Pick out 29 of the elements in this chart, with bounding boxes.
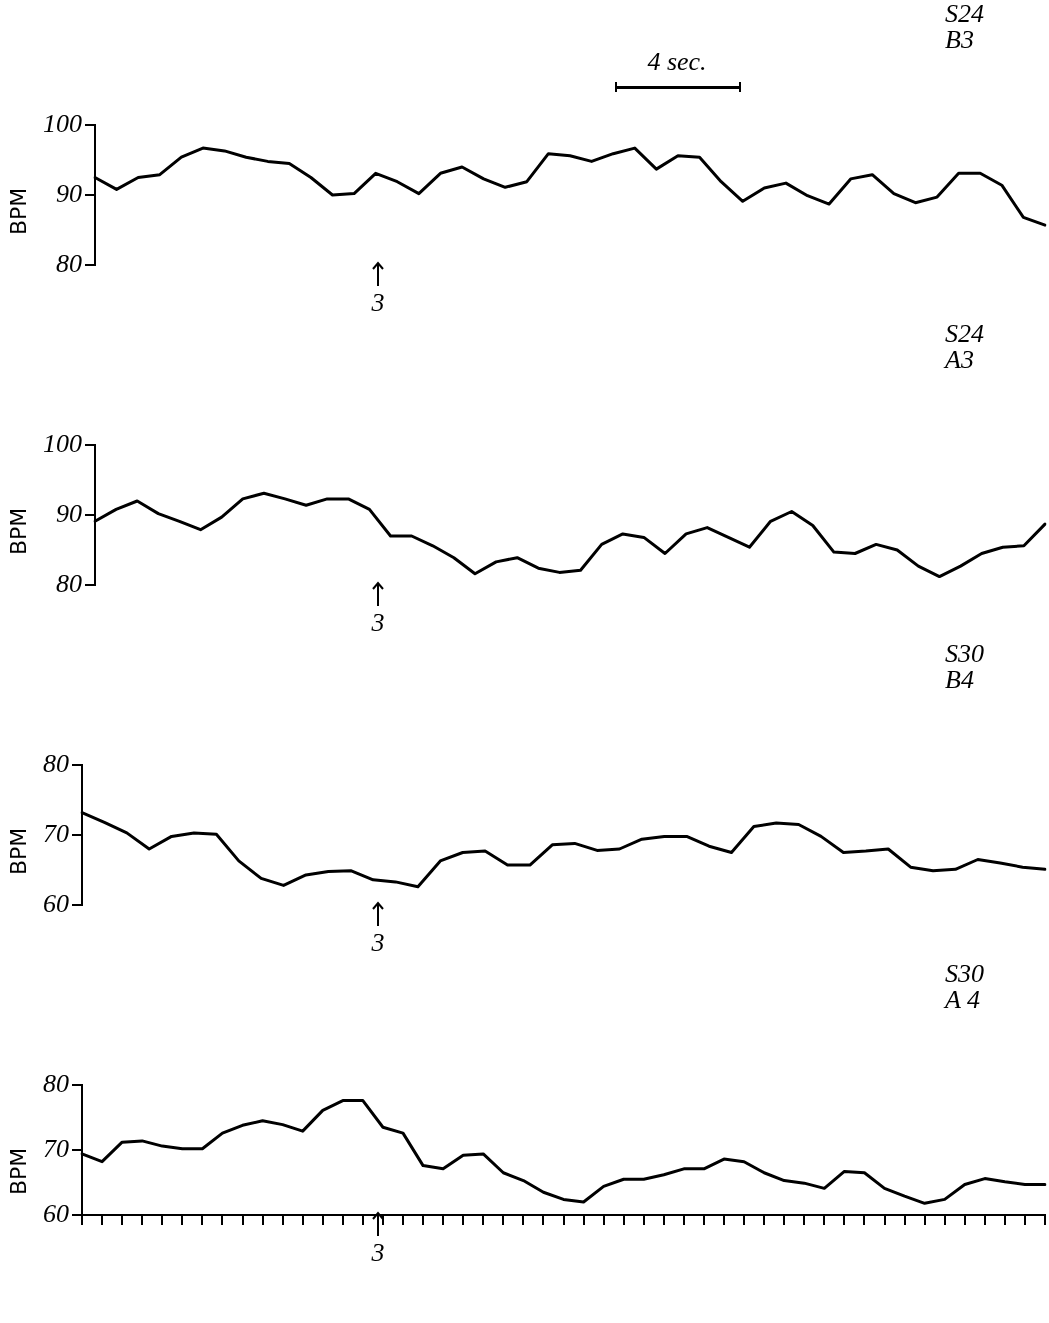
- text: S24: [945, 0, 984, 28]
- y-tick-label: 80: [43, 1068, 69, 1098]
- text: B3: [945, 25, 974, 54]
- y-tick-label: 80: [56, 248, 82, 278]
- y-tick-label: 90: [56, 498, 82, 528]
- y-tick-label: 60: [43, 1198, 69, 1228]
- text: A 4: [943, 985, 980, 1014]
- text: 3: [370, 288, 385, 317]
- text: S30: [945, 959, 984, 988]
- text: 3: [370, 608, 385, 637]
- text: S30: [945, 639, 984, 668]
- y-tick-label: 70: [43, 1133, 69, 1163]
- y-tick-label: 80: [43, 748, 69, 778]
- text: 4 sec.: [647, 47, 707, 76]
- text: 3: [370, 928, 385, 957]
- y-tick-label: 60: [43, 888, 69, 918]
- y-axis-title: BPM: [6, 187, 31, 235]
- text: 3: [370, 1238, 385, 1267]
- y-tick-label: 100: [43, 108, 82, 138]
- y-tick-label: 70: [43, 818, 69, 848]
- y-tick-label: 80: [56, 568, 82, 598]
- y-axis-title: BPM: [6, 1147, 31, 1195]
- y-tick-label: 90: [56, 178, 82, 208]
- y-axis-title: BPM: [6, 507, 31, 555]
- y-tick-label: 100: [43, 428, 82, 458]
- y-axis-title: BPM: [6, 827, 31, 875]
- text: A3: [943, 345, 974, 374]
- text: B4: [945, 665, 974, 694]
- text: S24: [945, 319, 984, 348]
